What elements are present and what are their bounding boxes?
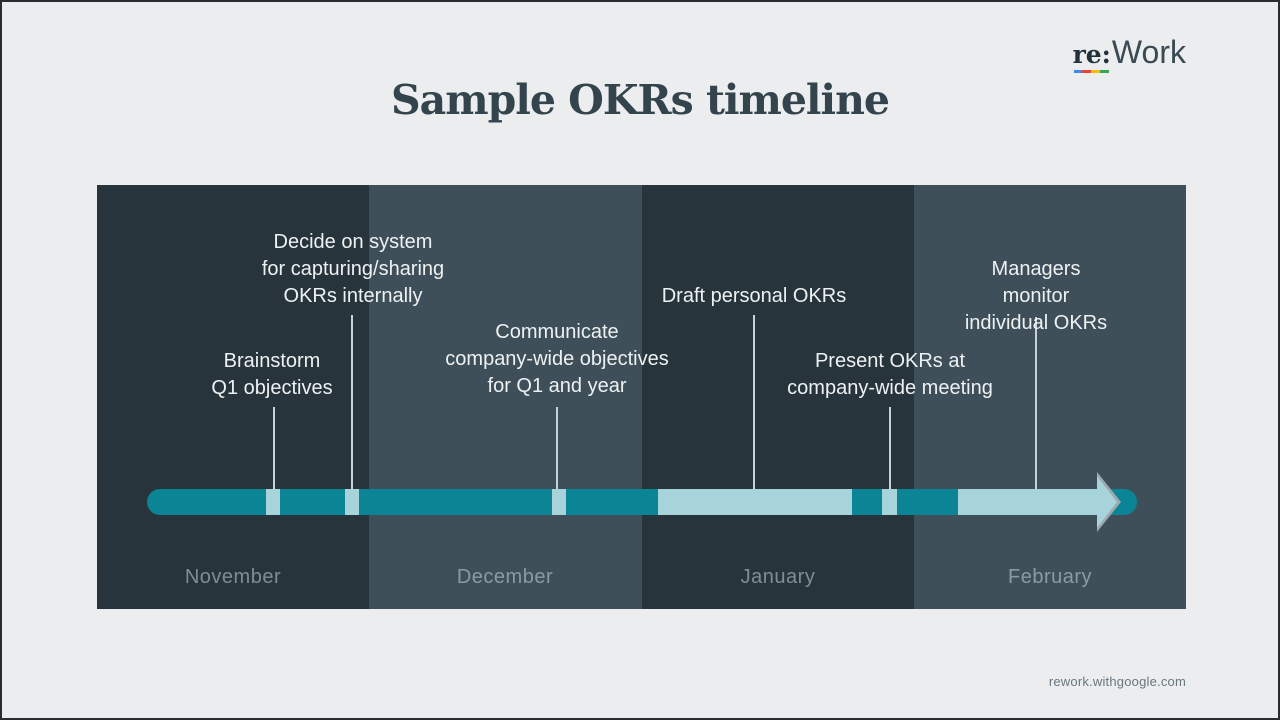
underline-green [1100, 70, 1109, 73]
event-tick-monitor [1035, 317, 1037, 489]
month-label: February [1007, 566, 1093, 588]
event-label: Brainstorm Q1 objectives [211, 350, 333, 399]
month-panel-january [641, 185, 914, 609]
month-label: November [184, 566, 282, 588]
event-tick-decide [351, 315, 353, 489]
month-panels [97, 185, 1186, 609]
timeline-chart: Brainstorm Q1 objectives Decide on syste… [97, 185, 1186, 609]
event-tick-present [889, 407, 891, 489]
event-label: Present OKRs at company-wide meeting [787, 350, 993, 399]
month-panel-december [369, 185, 642, 609]
logo-re-text: re: [1072, 40, 1111, 69]
page-title: Sample OKRs timeline [391, 76, 890, 124]
logo-google-colors-underline [1073, 70, 1109, 73]
footer-url: rework.withgoogle.com [1048, 674, 1186, 689]
rework-logo: re: Work [1072, 34, 1186, 73]
event-tick-draft [753, 315, 755, 489]
month-panel-november [97, 185, 370, 609]
month-label: December [456, 566, 554, 588]
timeline-bar [147, 489, 1137, 515]
timeline-highlight-segment [552, 489, 566, 515]
timeline-highlight-segment [345, 489, 359, 515]
event-tick-communicate [556, 407, 558, 489]
timeline-highlight-segment [882, 489, 897, 515]
arrow-head-icon [1097, 476, 1117, 528]
event-label: Managers monitor individual OKRs [964, 258, 1108, 334]
logo-work-text: Work [1111, 34, 1186, 70]
event-label: Decide on system for capturing/sharing O… [261, 231, 445, 307]
event-label: Communicate company-wide objectives for … [445, 321, 669, 397]
underline-red [1082, 70, 1092, 73]
month-label: January [740, 566, 816, 588]
timeline-highlight-segment [658, 489, 852, 515]
timeline-highlight-segment [958, 489, 1097, 515]
logo-re-wrap: re: [1072, 40, 1111, 73]
event-label: Draft personal OKRs [661, 285, 847, 307]
month-panel-february [913, 185, 1186, 609]
timeline-highlight-segment [266, 489, 280, 515]
underline-blue [1073, 70, 1083, 73]
underline-yellow [1091, 70, 1101, 73]
event-tick-brainstorm [273, 407, 275, 489]
